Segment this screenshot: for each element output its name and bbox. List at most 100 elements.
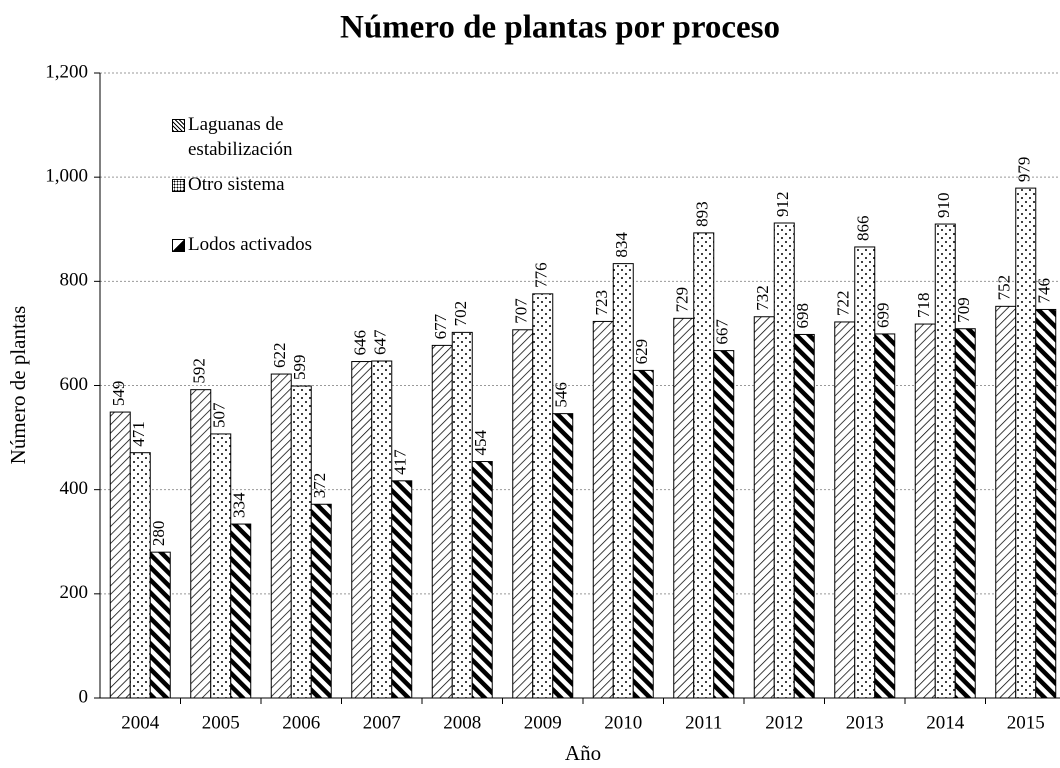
data-label: 334 <box>230 492 249 518</box>
bar <box>773 222 795 699</box>
y-tick-label: 800 <box>60 270 89 291</box>
bar <box>673 317 695 699</box>
bar <box>934 223 956 699</box>
x-tick-label: 2007 <box>363 712 401 733</box>
data-label: 698 <box>793 303 812 329</box>
data-label: 709 <box>954 297 973 323</box>
legend-label: Otro sistema <box>188 174 285 195</box>
data-label: 546 <box>552 382 571 408</box>
data-label: 549 <box>109 381 128 407</box>
bar <box>270 373 292 699</box>
data-label: 702 <box>451 301 470 327</box>
data-label: 732 <box>753 285 772 311</box>
data-label: 776 <box>532 262 551 288</box>
bar <box>512 329 534 699</box>
bar <box>713 350 735 699</box>
legend-label: Lodos activados <box>188 234 313 255</box>
x-tick-label: 2011 <box>685 712 722 733</box>
legend-entry: Otro sistema <box>172 172 362 197</box>
data-label: 729 <box>673 287 692 313</box>
bar <box>793 333 815 699</box>
bar <box>995 305 1017 699</box>
data-label: 722 <box>834 290 853 316</box>
x-tick-label: 2009 <box>524 712 562 733</box>
bar <box>431 344 453 699</box>
bar <box>210 433 232 699</box>
bar <box>532 293 554 699</box>
data-label: 629 <box>632 339 651 365</box>
data-label: 372 <box>310 473 329 499</box>
data-label: 592 <box>190 358 209 384</box>
bar <box>854 246 876 699</box>
data-label: 718 <box>914 293 933 319</box>
x-tick-label: 2012 <box>765 712 803 733</box>
legend-entry: Laguanas de estabilización <box>172 112 362 162</box>
bar <box>914 323 936 699</box>
x-tick-label: 2004 <box>121 712 160 733</box>
bar <box>290 385 312 699</box>
x-tick-label: 2013 <box>846 712 884 733</box>
data-label: 622 <box>270 343 289 369</box>
chart-title: Número de plantas por proceso <box>340 10 780 46</box>
data-label: 723 <box>592 290 611 316</box>
data-label: 647 <box>371 329 390 355</box>
data-label: 280 <box>149 521 168 547</box>
bar <box>632 369 654 699</box>
data-label: 746 <box>1035 278 1054 304</box>
data-label: 866 <box>854 215 873 241</box>
bar <box>552 413 574 699</box>
x-tick-label: 2010 <box>604 712 642 733</box>
x-tick-label: 2015 <box>1007 712 1045 733</box>
bar <box>149 551 171 699</box>
data-label: 910 <box>934 193 953 219</box>
data-label: 471 <box>129 421 148 447</box>
bar <box>592 320 614 699</box>
x-axis-label: Año <box>565 741 601 765</box>
bar <box>834 321 856 699</box>
data-label: 752 <box>995 275 1014 301</box>
data-label: 979 <box>1015 157 1034 183</box>
bar <box>451 331 473 699</box>
data-label: 646 <box>351 330 370 356</box>
bar <box>109 411 131 699</box>
legend-icon <box>172 239 185 252</box>
x-tick-label: 2014 <box>926 712 965 733</box>
bar <box>471 461 493 699</box>
y-tick-label: 600 <box>60 374 89 395</box>
data-label: 677 <box>431 313 450 339</box>
bar <box>310 503 332 699</box>
bar <box>371 360 393 699</box>
data-label: 834 <box>612 232 631 258</box>
data-label: 707 <box>512 298 531 324</box>
bar <box>190 389 212 699</box>
data-label: 599 <box>290 355 309 381</box>
x-tick-label: 2005 <box>202 712 240 733</box>
bar <box>391 480 413 699</box>
data-label: 507 <box>210 402 229 428</box>
data-label: 417 <box>391 449 410 475</box>
y-tick-label: 200 <box>60 582 89 603</box>
bar <box>693 232 715 699</box>
y-tick-label: 1,200 <box>45 61 88 82</box>
y-tick-label: 0 <box>79 686 89 707</box>
data-label: 893 <box>693 201 712 227</box>
legend-icon <box>172 179 185 192</box>
x-tick-label: 2008 <box>443 712 481 733</box>
bar <box>1015 187 1037 699</box>
bar <box>954 328 976 699</box>
y-tick-label: 400 <box>60 478 89 499</box>
data-label: 699 <box>874 302 893 328</box>
legend-label: Laguanas de estabilización <box>188 114 293 160</box>
data-label: 454 <box>471 430 490 456</box>
bar <box>129 452 151 699</box>
bar <box>874 333 896 699</box>
data-label: 667 <box>713 319 732 345</box>
bar <box>753 316 775 699</box>
data-label: 912 <box>773 192 792 218</box>
x-tick-label: 2006 <box>282 712 320 733</box>
y-axis-label: Número de plantas <box>6 306 30 465</box>
bar <box>612 263 634 699</box>
bar <box>230 523 252 699</box>
